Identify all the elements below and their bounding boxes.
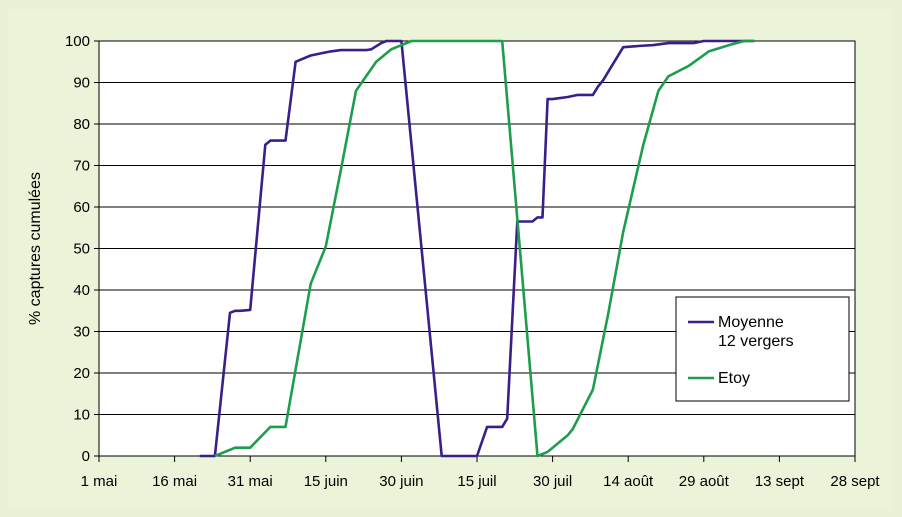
y-tick-label: 20: [73, 365, 90, 382]
x-tick-label: 31 mai: [228, 473, 273, 490]
legend-label: Etoy: [718, 370, 750, 387]
y-axis-title: % captures cumulées: [27, 172, 44, 325]
y-tick-label: 70: [73, 158, 90, 175]
series-line-2: [214, 39, 755, 458]
x-tick-label: 13 sept: [755, 473, 805, 490]
x-tick-label: 29 août: [679, 473, 730, 490]
y-tick-label: 30: [73, 324, 90, 341]
x-tick-label: 28 sept: [830, 473, 880, 490]
line-chart: 0 10 20 30 40 50 60 70 80 90 100 1 mai 16 mai 31 mai 1…: [27, 33, 880, 490]
y-tick-label: 80: [73, 116, 90, 133]
series-line-1: [199, 39, 755, 458]
y-tick-label: 90: [73, 75, 90, 92]
x-tick-label: 15 juil: [457, 473, 496, 490]
y-tick-label: 40: [73, 282, 90, 299]
legend-label: Moyenne: [718, 314, 784, 331]
x-tick-label: 1 mai: [81, 473, 118, 490]
x-tick-label: 30 juin: [379, 473, 423, 490]
y-tick-label: 100: [65, 33, 90, 50]
y-tick-label: 50: [73, 241, 90, 258]
x-tick-label: 14 août: [603, 473, 654, 490]
x-tick-label: 30 juil: [533, 473, 572, 490]
y-tick-label: 0: [82, 448, 90, 465]
legend-box: [675, 296, 850, 402]
y-tick-label: 10: [73, 407, 90, 424]
y-tick-label: 60: [73, 199, 90, 216]
chart-frame: 0 10 20 30 40 50 60 70 80 90 100 1 mai 16 mai 31 mai 1…: [8, 10, 892, 509]
x-tick-label: 15 juin: [304, 473, 348, 490]
legend-label: 12 vergers: [718, 333, 794, 350]
x-tick-label: 16 mai: [152, 473, 197, 490]
